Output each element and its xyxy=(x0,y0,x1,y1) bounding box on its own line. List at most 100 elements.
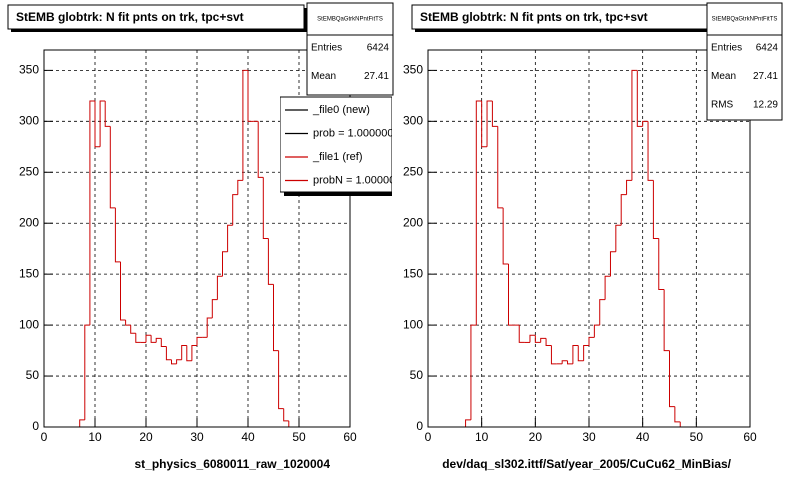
stats-value: 27.41 xyxy=(753,71,778,82)
stats-label: RMS xyxy=(711,100,734,111)
histogram-bin xyxy=(94,100,101,148)
y-tick-label: 0 xyxy=(416,419,423,433)
histogram-bin xyxy=(257,121,264,178)
y-tick-label: 300 xyxy=(403,113,423,127)
histogram-bin xyxy=(577,345,584,362)
stats-value: 12.29 xyxy=(753,100,778,111)
x-tick-label: 50 xyxy=(292,430,306,444)
stats-value: 6424 xyxy=(756,43,779,54)
histogram-bin xyxy=(588,336,595,346)
x-tick-label: 10 xyxy=(88,430,102,444)
x-tick-label: 40 xyxy=(241,430,255,444)
histogram-bin xyxy=(130,325,136,334)
histogram-bin xyxy=(652,180,659,239)
histogram-bin xyxy=(222,251,228,277)
x-tick-label: 30 xyxy=(582,430,596,444)
histogram-bin xyxy=(550,345,557,365)
histogram-bin xyxy=(211,299,218,318)
y-tick-label: 50 xyxy=(26,368,40,382)
histogram-bin xyxy=(599,299,606,326)
histogram-bin xyxy=(206,317,213,338)
y-tick-label: 50 xyxy=(410,368,424,382)
x-tick-label: 30 xyxy=(190,430,204,444)
histogram-bin xyxy=(604,275,611,300)
stats-label: Entries xyxy=(711,43,742,54)
histogram-bin xyxy=(609,251,616,277)
histogram-bin xyxy=(109,126,116,209)
x-axis-label: st_physics_6080011_raw_1020004 xyxy=(134,457,330,471)
legend-label: probN = 1.000000 xyxy=(313,174,401,186)
plot-border xyxy=(427,49,751,428)
stats-label: Mean xyxy=(711,71,736,82)
histogram-bin xyxy=(518,325,525,343)
histogram-bin xyxy=(534,335,541,343)
y-tick-label: 150 xyxy=(403,266,423,280)
histogram-bin xyxy=(529,334,536,343)
histogram-bin xyxy=(267,238,274,285)
histogram-bin xyxy=(626,179,632,195)
title-box xyxy=(7,4,305,30)
histogram-bin xyxy=(615,224,622,252)
histogram-bin xyxy=(125,320,131,326)
x-tick-label: 0 xyxy=(41,430,48,444)
histogram-bin xyxy=(150,335,157,343)
y-tick-label: 150 xyxy=(19,266,39,280)
stats-title: StEMBQaGtrkNPntFitTS xyxy=(712,17,778,23)
y-tick-label: 100 xyxy=(403,317,423,331)
histogram-bin xyxy=(160,338,167,348)
histogram-bin xyxy=(155,337,162,343)
x-tick-label: 60 xyxy=(343,430,357,444)
histogram-bin xyxy=(191,344,197,361)
y-tick-label: 0 xyxy=(32,419,39,433)
histogram-bin xyxy=(540,337,547,343)
histogram-bin xyxy=(486,100,493,147)
histogram-bin xyxy=(475,100,482,326)
histogram-bin xyxy=(572,344,579,364)
chart-title: StEMB globtrk: N fit pnts on trk, tpc+sv… xyxy=(420,10,648,24)
histogram-bin xyxy=(593,324,600,338)
histogram-bin xyxy=(247,70,254,122)
x-tick-label: 40 xyxy=(636,430,650,444)
histogram-bin xyxy=(176,359,182,364)
histogram-bin xyxy=(216,275,223,300)
histogram-bin xyxy=(620,194,627,226)
histogram-bin xyxy=(669,350,675,408)
histogram-bin xyxy=(567,360,573,365)
legend-label: _file1 (ref) xyxy=(312,151,363,163)
histogram-bin xyxy=(674,406,681,423)
chart-title: StEMB globtrk: N fit pnts on trk, tpc+sv… xyxy=(16,10,244,24)
histogram-bin xyxy=(120,261,126,321)
histogram-bin xyxy=(186,345,192,362)
histogram-bin xyxy=(84,324,90,420)
histogram-bin xyxy=(273,284,279,352)
y-tick-label: 100 xyxy=(19,317,39,331)
histogram-bin xyxy=(583,344,589,361)
histogram-bin xyxy=(561,360,568,364)
stats-title: StEMBQaGtrkNPntFitTS xyxy=(317,17,383,23)
stats-box xyxy=(706,2,783,121)
legend-box xyxy=(280,96,392,193)
histogram-bin xyxy=(89,100,95,326)
histogram-bin xyxy=(145,334,152,343)
histogram-bin xyxy=(79,419,85,427)
plot-border xyxy=(43,49,351,428)
histogram-bin xyxy=(165,346,172,361)
histogram-bin xyxy=(232,194,238,226)
stats-value: 6424 xyxy=(367,43,390,54)
histogram-bin xyxy=(99,100,106,147)
histogram-bin xyxy=(283,408,289,422)
histogram-bin xyxy=(481,100,488,148)
histogram-bin xyxy=(181,344,187,360)
histogram-bin xyxy=(262,177,269,239)
x-tick-label: 50 xyxy=(690,430,704,444)
x-tick-label: 20 xyxy=(139,430,153,444)
histogram-bin xyxy=(491,100,498,127)
y-tick-label: 300 xyxy=(19,113,39,127)
y-tick-label: 200 xyxy=(19,215,39,229)
histogram-bin xyxy=(171,359,177,365)
x-tick-label: 0 xyxy=(425,430,432,444)
histogram-bin xyxy=(663,289,670,352)
legend: _file0 (new) prob = 1.000000 _file1 (ref) p… xyxy=(280,96,401,196)
histogram-bin xyxy=(114,207,121,263)
histogram-bin xyxy=(237,179,243,195)
